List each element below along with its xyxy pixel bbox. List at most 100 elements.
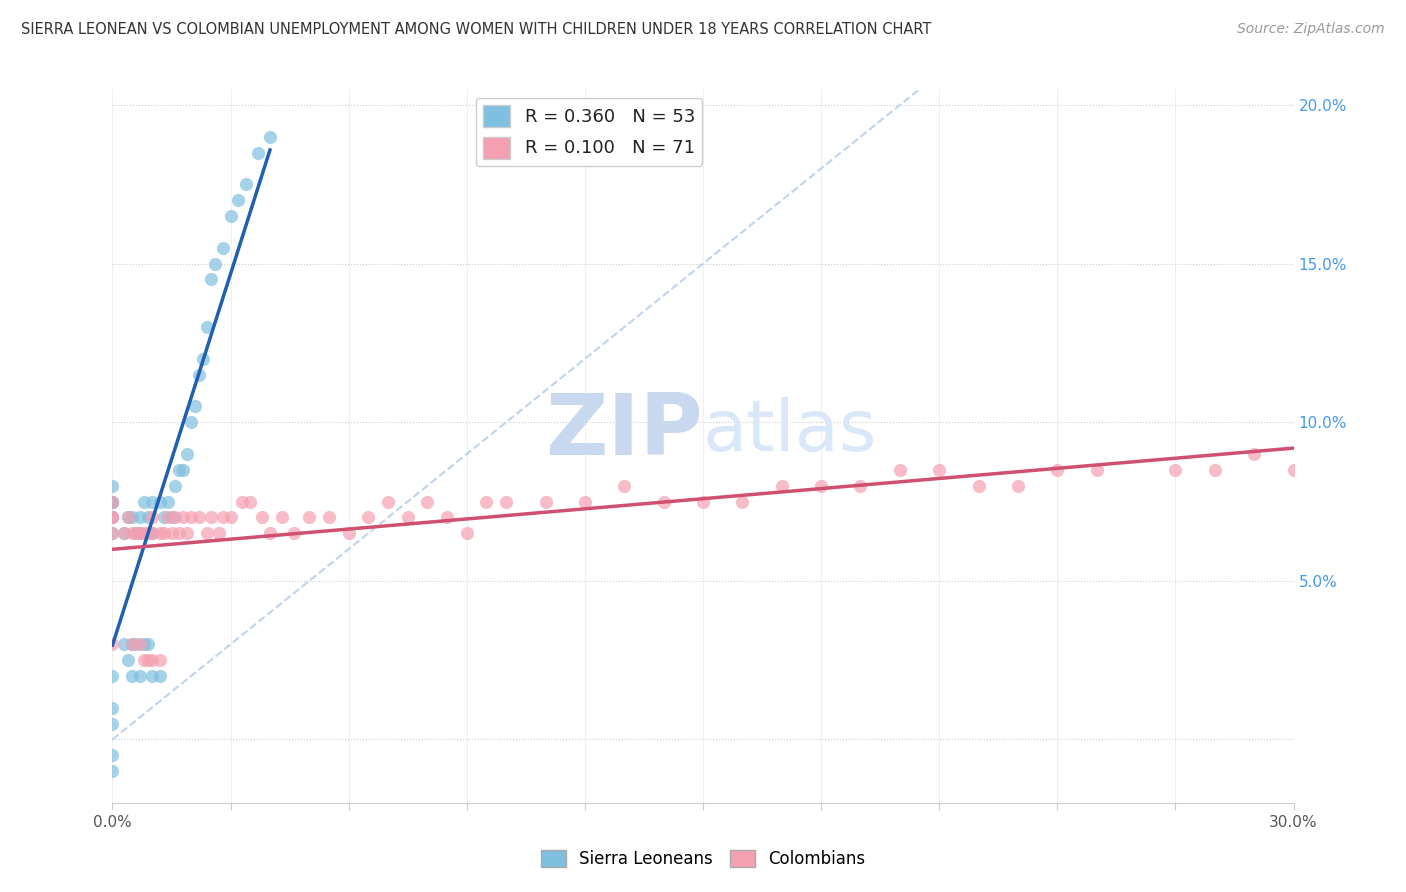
Point [121,526,143,541]
Point [101,478,124,492]
Point [132,637,155,651]
Point [141,526,163,541]
Point [125,526,148,541]
Point [149,669,172,683]
Point [180,415,202,429]
Point [318,510,340,524]
Point [101,510,124,524]
Point [652,494,675,508]
Point [136,510,159,524]
Point [534,494,557,508]
Point [141,494,163,508]
Point [141,526,163,541]
Point [125,526,148,541]
Point [692,494,714,508]
Point [152,526,174,541]
Point [101,510,124,524]
Point [1204,463,1226,477]
Point [141,653,163,667]
Point [156,510,179,524]
Point [247,145,270,160]
Point [231,494,253,508]
Text: Source: ZipAtlas.com: Source: ZipAtlas.com [1237,22,1385,37]
Point [136,637,159,651]
Point [195,320,218,334]
Point [337,526,360,541]
Point [101,494,124,508]
Point [149,526,172,541]
Point [731,494,754,508]
Point [250,510,273,524]
Point [101,637,124,651]
Text: ZIP: ZIP [546,390,703,474]
Point [889,463,911,477]
Text: atlas: atlas [703,397,877,467]
Point [176,526,198,541]
Point [152,510,174,524]
Point [169,526,191,541]
Point [188,510,211,524]
Point [132,526,155,541]
Point [125,637,148,651]
Point [101,764,124,778]
Point [195,526,218,541]
Point [101,510,124,524]
Point [219,209,242,223]
Point [228,193,250,207]
Point [121,510,143,524]
Point [235,178,257,192]
Point [172,463,194,477]
Point [112,526,135,541]
Point [204,257,226,271]
Point [160,526,183,541]
Point [180,510,202,524]
Point [1007,478,1029,492]
Point [101,716,124,731]
Point [416,494,439,508]
Point [129,526,152,541]
Point [112,526,135,541]
Legend: R = 0.360   N = 53, R = 0.100   N = 71: R = 0.360 N = 53, R = 0.100 N = 71 [475,98,702,166]
Point [117,510,139,524]
Point [101,748,124,763]
Point [112,637,135,651]
Point [132,653,155,667]
Point [396,510,419,524]
Point [270,510,292,524]
Point [101,494,124,508]
Point [1164,463,1187,477]
Point [117,510,139,524]
Point [129,637,152,651]
Point [117,653,139,667]
Point [613,478,636,492]
Point [1243,447,1265,461]
Point [129,526,152,541]
Point [132,494,155,508]
Point [574,494,596,508]
Point [928,463,950,477]
Point [259,526,281,541]
Point [136,653,159,667]
Text: SIERRA LEONEAN VS COLOMBIAN UNEMPLOYMENT AMONG WOMEN WITH CHILDREN UNDER 18 YEAR: SIERRA LEONEAN VS COLOMBIAN UNEMPLOYMENT… [21,22,931,37]
Point [377,494,399,508]
Point [101,669,124,683]
Point [200,272,222,286]
Point [121,669,143,683]
Point [259,129,281,144]
Point [188,368,211,382]
Point [129,669,152,683]
Point [770,478,793,492]
Point [200,510,222,524]
Point [298,510,321,524]
Point [141,669,163,683]
Point [141,510,163,524]
Point [495,494,517,508]
Point [169,463,191,477]
Point [967,478,990,492]
Point [456,526,478,541]
Point [475,494,498,508]
Point [436,510,458,524]
Point [101,526,124,541]
Point [165,510,187,524]
Point [211,510,233,524]
